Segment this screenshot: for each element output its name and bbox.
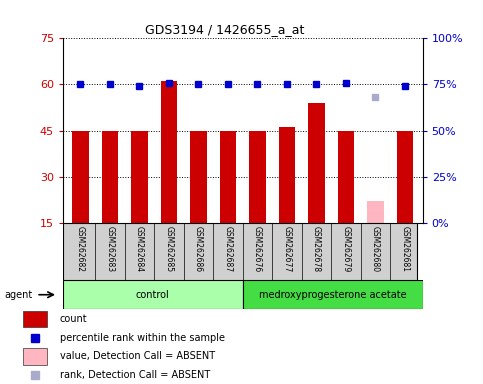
Bar: [338, 131, 354, 223]
Bar: [397, 131, 413, 223]
Text: percentile rank within the sample: percentile rank within the sample: [60, 333, 225, 343]
Text: GSM262679: GSM262679: [341, 226, 351, 272]
Bar: [23, 311, 47, 327]
Bar: [308, 103, 325, 223]
Bar: [242, 280, 423, 309]
Bar: [279, 127, 295, 223]
Text: rank, Detection Call = ABSENT: rank, Detection Call = ABSENT: [60, 370, 210, 380]
Bar: [131, 131, 148, 223]
Text: GSM262680: GSM262680: [371, 226, 380, 272]
Text: agent: agent: [5, 290, 33, 300]
Text: count: count: [60, 314, 87, 324]
Text: value, Detection Call = ABSENT: value, Detection Call = ABSENT: [60, 351, 215, 361]
Text: medroxyprogesterone acetate: medroxyprogesterone acetate: [259, 290, 407, 300]
Bar: [23, 348, 47, 364]
Text: GSM262685: GSM262685: [165, 226, 173, 272]
Text: control: control: [136, 290, 170, 300]
Text: GSM262678: GSM262678: [312, 226, 321, 272]
Text: GSM262683: GSM262683: [105, 226, 114, 272]
Bar: [220, 131, 236, 223]
Text: GSM262682: GSM262682: [76, 226, 85, 271]
Bar: [63, 280, 242, 309]
Text: GSM262687: GSM262687: [224, 226, 232, 272]
Bar: [161, 81, 177, 223]
Bar: [190, 131, 207, 223]
Bar: [368, 201, 384, 223]
Title: GDS3194 / 1426655_a_at: GDS3194 / 1426655_a_at: [145, 23, 304, 36]
Text: GSM262684: GSM262684: [135, 226, 144, 272]
Text: GSM262686: GSM262686: [194, 226, 203, 272]
Text: GSM262677: GSM262677: [283, 226, 291, 272]
Text: GSM262676: GSM262676: [253, 226, 262, 272]
Bar: [249, 131, 266, 223]
Bar: [72, 131, 88, 223]
Bar: [102, 131, 118, 223]
Text: GSM262681: GSM262681: [400, 226, 410, 271]
